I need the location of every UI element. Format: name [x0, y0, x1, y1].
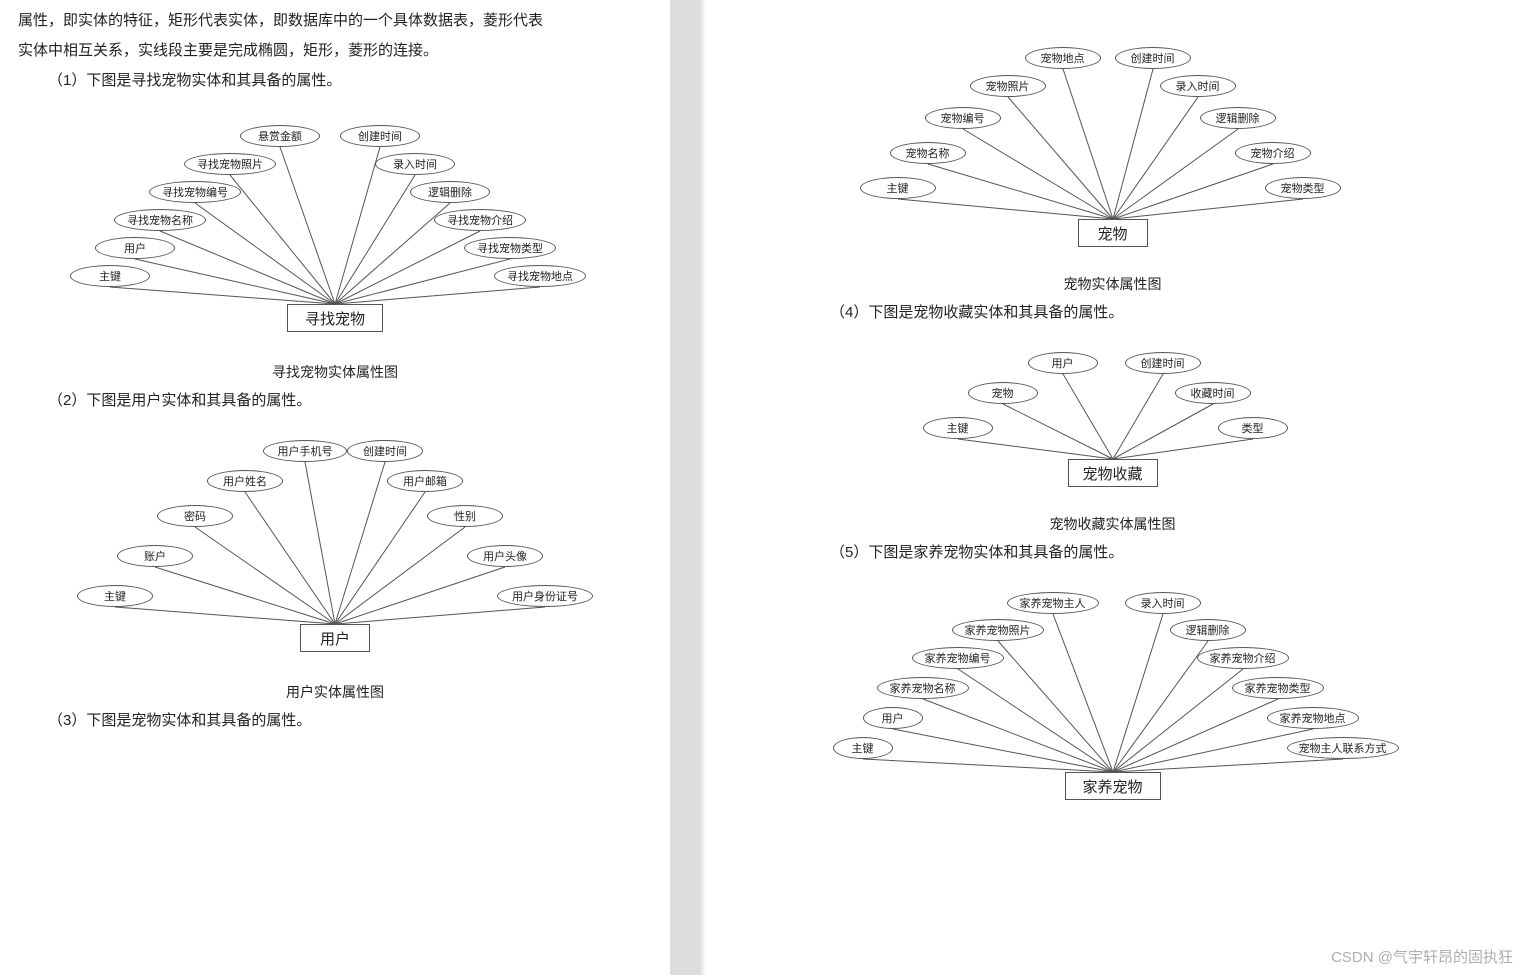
- attribute-ellipse: 主键: [70, 265, 150, 287]
- diagram-user: 主键 账户 密码 用户姓名 用户手机号创建时间用户邮箱性别用户头像用户身份证号用户: [55, 416, 615, 676]
- entity-rect: 宠物: [1078, 219, 1148, 247]
- attribute-ellipse: 家养宠物编号: [912, 647, 1004, 669]
- page-right: 主键宠物名称宠物编号宠物照片宠物地点创建时间录入时间逻辑删除宠物介绍宠物类型宠物…: [700, 0, 1525, 975]
- section-2-heading-wrap: （2）下图是用户实体和其具备的属性。: [0, 386, 670, 416]
- section-3-heading: （3）下图是宠物实体和其具备的属性。: [18, 706, 652, 736]
- attribute-ellipse: 性别: [427, 505, 503, 527]
- attribute-ellipse: 录入时间: [1160, 75, 1236, 97]
- attribute-ellipse: 用户: [1028, 352, 1098, 374]
- attribute-ellipse: 录入时间: [1125, 592, 1201, 614]
- attribute-ellipse: 用户: [95, 237, 175, 259]
- attribute-ellipse: 家养宠物地点: [1267, 707, 1359, 729]
- attribute-ellipse: 创建时间: [1125, 352, 1201, 374]
- entity-rect: 用户: [300, 624, 370, 652]
- attribute-ellipse: 宠物介绍: [1235, 142, 1311, 164]
- attribute-ellipse: 寻找宠物类型: [464, 237, 556, 259]
- attribute-ellipse: 寻找宠物照片: [184, 153, 276, 175]
- entity-rect: 宠物收藏: [1068, 459, 1158, 487]
- attribute-ellipse: 宠物主人联系方式: [1287, 737, 1399, 759]
- attribute-ellipse: 宠物名称: [890, 142, 966, 164]
- attribute-ellipse: 寻找宠物地点: [494, 265, 586, 287]
- attribute-ellipse: 创建时间: [1115, 47, 1191, 69]
- page-left: 属性，即实体的特征，矩形代表实体，即数据库中的一个具体数据表，菱形代表 实体中相…: [0, 0, 670, 975]
- section-5-heading: （5）下图是家养宠物实体和其具备的属性。: [800, 538, 1507, 568]
- attribute-ellipse: 主键: [860, 177, 936, 199]
- attribute-ellipse: 主键: [833, 737, 893, 759]
- attribute-ellipse: 家养宠物主人: [1007, 592, 1099, 614]
- attribute-ellipse: 用户手机号: [263, 440, 347, 462]
- gutter-shadow: [700, 0, 706, 975]
- page-container: 属性，即实体的特征，矩形代表实体，即数据库中的一个具体数据表，菱形代表 实体中相…: [0, 0, 1525, 975]
- caption-pet-collect: 宠物收藏实体属性图: [700, 514, 1525, 534]
- attribute-ellipse: 创建时间: [340, 125, 420, 147]
- attribute-ellipse: 逻辑删除: [1200, 107, 1276, 129]
- attribute-ellipse: 家养宠物类型: [1232, 677, 1324, 699]
- attribute-ellipse: 账户: [117, 545, 193, 567]
- attribute-ellipse: 寻找宠物名称: [114, 209, 206, 231]
- attribute-ellipse: 主键: [77, 585, 153, 607]
- section-4-heading-wrap: （4）下图是宠物收藏实体和其具备的属性。: [700, 298, 1525, 328]
- attribute-ellipse: 宠物编号: [925, 107, 1001, 129]
- attribute-ellipse: 主键: [923, 417, 993, 439]
- attribute-ellipse: 宠物地点: [1025, 47, 1101, 69]
- attribute-ellipse: 类型: [1218, 417, 1288, 439]
- attribute-ellipse: 用户身份证号: [497, 585, 593, 607]
- intro-line1: 属性，即实体的特征，矩形代表实体，即数据库中的一个具体数据表，菱形代表: [18, 6, 652, 36]
- attribute-ellipse: 录入时间: [375, 153, 455, 175]
- attribute-ellipse: 用户姓名: [207, 470, 283, 492]
- attribute-ellipse: 逻辑删除: [1170, 619, 1246, 641]
- attribute-ellipse: 收藏时间: [1175, 382, 1251, 404]
- section-3-heading-wrap: （3）下图是宠物实体和其具备的属性。: [0, 706, 670, 736]
- attribute-ellipse: 家养宠物照片: [952, 619, 1044, 641]
- attribute-ellipse: 家养宠物介绍: [1197, 647, 1289, 669]
- entity-rect: 家养宠物: [1065, 772, 1161, 800]
- attribute-ellipse: 创建时间: [347, 440, 423, 462]
- diagram-pet: 主键 宠物名称 宠物编号 宠物照片 宠物地点创建时间录入时间逻辑删除宠物介绍宠物类型宠物: [833, 18, 1393, 268]
- attribute-ellipse: 用户头像: [467, 545, 543, 567]
- attribute-ellipse: 宠物照片: [970, 75, 1046, 97]
- entity-rect: 寻找宠物: [287, 304, 383, 332]
- section-4-heading: （4）下图是宠物收藏实体和其具备的属性。: [800, 298, 1507, 328]
- attribute-ellipse: 家养宠物名称: [877, 677, 969, 699]
- diagram-home-pet: 主键 用户 家养宠物名称 家养宠物编号 家养宠物照片 家养宠物主人 录入时间逻辑删除家养宠物…: [813, 568, 1413, 818]
- section-5-heading-wrap: （5）下图是家养宠物实体和其具备的属性。: [700, 538, 1525, 568]
- intro-text: 属性，即实体的特征，矩形代表实体，即数据库中的一个具体数据表，菱形代表 实体中相…: [0, 0, 670, 96]
- attribute-ellipse: 逻辑删除: [410, 181, 490, 203]
- attribute-ellipse: 用户邮箱: [387, 470, 463, 492]
- attribute-ellipse: 寻找宠物介绍: [434, 209, 526, 231]
- caption-user: 用户实体属性图: [0, 682, 670, 702]
- diagram-pet-collect: 主键 宠物 用户 创建时间收藏时间类型宠物收藏: [903, 328, 1323, 508]
- section-1-heading: （1）下图是寻找宠物实体和其具备的属性。: [18, 66, 652, 96]
- watermark: CSDN @气宇轩昂的固执狂: [1331, 946, 1513, 967]
- attribute-ellipse: 寻找宠物编号: [149, 181, 241, 203]
- section-2-heading: （2）下图是用户实体和其具备的属性。: [18, 386, 652, 416]
- caption-pet: 宠物实体属性图: [700, 274, 1525, 294]
- attribute-ellipse: 用户: [863, 707, 923, 729]
- attribute-ellipse: 宠物类型: [1265, 177, 1341, 199]
- attribute-ellipse: 悬赏金额: [240, 125, 320, 147]
- attribute-ellipse: 密码: [157, 505, 233, 527]
- attribute-ellipse: 宠物: [968, 382, 1038, 404]
- intro-line2: 实体中相互关系，实线段主要是完成椭圆，矩形，菱形的连接。: [18, 36, 652, 66]
- diagram-find-pet: 主键 用户 寻找宠物名称 寻找宠物编号 寻找宠物照片 悬赏金额创建时间录入时间逻辑删除寻找…: [55, 96, 615, 356]
- caption-find-pet: 寻找宠物实体属性图: [0, 362, 670, 382]
- page-gutter: [670, 0, 700, 975]
